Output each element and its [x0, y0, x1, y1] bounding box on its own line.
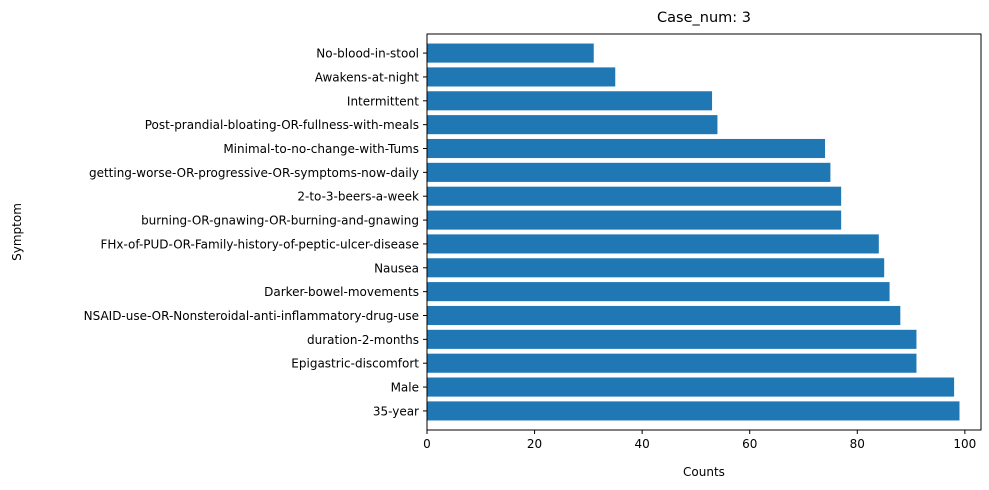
bar-35-year [427, 401, 960, 421]
y-tick-label: Darker-bowel-movements [264, 285, 419, 299]
x-tick-label: 40 [635, 437, 650, 451]
chart-title: Case_num: 3 [657, 10, 751, 26]
y-tick-label: duration-2-months [307, 333, 419, 347]
x-tick-label: 60 [742, 437, 757, 451]
y-tick-label: No-blood-in-stool [316, 47, 419, 61]
x-tick-label: 20 [527, 437, 542, 451]
x-tick-label: 0 [423, 437, 431, 451]
y-tick-label: Epigastric-discomfort [291, 357, 419, 371]
bar-Male [427, 377, 955, 397]
bar-Awakens-at-night [427, 67, 616, 87]
y-tick-label: Post-prandial-bloating-OR-fullness-with-… [145, 118, 419, 132]
x-tick-label: 80 [850, 437, 865, 451]
x-axis-ticks: 0 20 40 60 80 100 [423, 430, 976, 451]
y-tick-label: 2-to-3-beers-a-week [297, 190, 419, 204]
bars [427, 43, 960, 421]
bar-Intermittent [427, 91, 713, 111]
x-tick-label: 100 [953, 437, 976, 451]
bar-duration-2-months [427, 329, 917, 349]
bar-FHx-of-PUD-OR-Family-history-of-peptic-ulcer-disease [427, 234, 879, 254]
y-tick-label: Minimal-to-no-change-with-Tums [223, 142, 419, 156]
y-axis-ticks: 35-year Male Epigastric-discomfort duration… [84, 47, 427, 418]
y-tick-label: Nausea [374, 261, 419, 275]
plot-frame [426, 33, 982, 431]
bar-getting-worse-OR-progressive-OR-symptoms-now-daily [427, 162, 831, 182]
y-tick-label: NSAID-use-OR-Nonsteroidal-anti-inflammat… [84, 309, 419, 323]
bar-Epigastric-discomfort [427, 353, 917, 373]
x-axis-title: Counts [683, 465, 725, 479]
y-axis-title: Symptom [10, 203, 24, 261]
y-tick-label: Male [391, 381, 419, 395]
bar-2-to-3-beers-a-week [427, 186, 842, 206]
y-tick-label: FHx-of-PUD-OR-Family-history-of-peptic-u… [100, 237, 419, 251]
y-tick-label: getting-worse-OR-progressive-OR-symptoms… [89, 166, 419, 180]
bar-NSAID-use-OR-Nonsteroidal-anti-inflammatory-drug-use [427, 305, 901, 326]
bar-burning-OR-gnawing-OR-burning-and-gnawing [427, 210, 842, 230]
y-tick-label: Awakens-at-night [315, 70, 420, 84]
y-tick-label: burning-OR-gnawing-OR-burning-and-gnawin… [141, 214, 419, 228]
bar-Nausea [427, 258, 885, 278]
bar-Minimal-to-no-change-with-Tums [427, 138, 826, 159]
bar-Darker-bowel-movements [427, 282, 890, 302]
y-tick-label: Intermittent [347, 94, 419, 108]
y-tick-label: 35-year [373, 404, 419, 418]
bar-No-blood-in-stool [427, 43, 594, 63]
bar-Post-prandial-bloating-OR-fullness-with-meals [427, 115, 718, 135]
